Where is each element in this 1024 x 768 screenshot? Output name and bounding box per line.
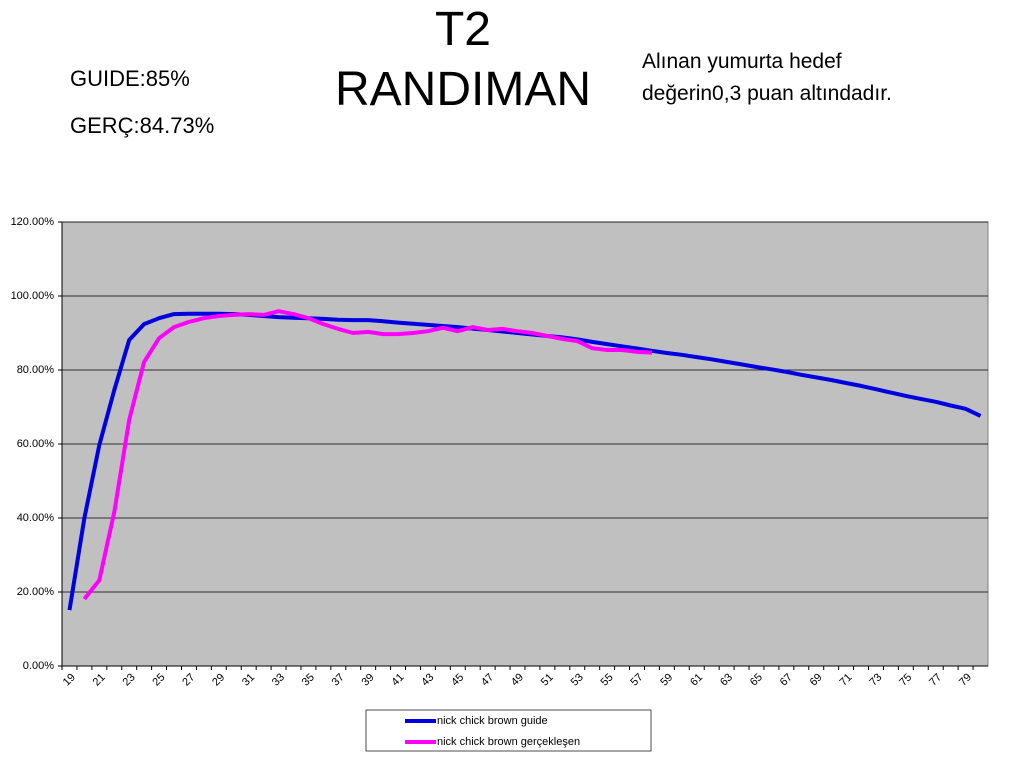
y-tick-label: 40.00% bbox=[17, 512, 55, 524]
x-tick-label: 57 bbox=[628, 671, 645, 688]
x-tick-label: 63 bbox=[718, 671, 735, 688]
x-tick-label: 51 bbox=[539, 671, 556, 688]
x-tick-label: 67 bbox=[778, 671, 795, 688]
x-tick-label: 49 bbox=[509, 671, 526, 688]
x-tick-label: 27 bbox=[180, 671, 197, 688]
x-tick-label: 39 bbox=[360, 671, 377, 688]
x-tick-label: 31 bbox=[240, 671, 257, 688]
x-tick-label: 61 bbox=[688, 671, 705, 688]
actual-note: GERÇ:84.73% bbox=[70, 113, 215, 138]
legend-label: nick chick brown guide bbox=[437, 715, 548, 727]
x-tick-label: 19 bbox=[61, 671, 78, 688]
legend-label: nick chick brown gerçekleşen bbox=[437, 736, 580, 748]
y-tick-label: 120.00% bbox=[11, 216, 55, 228]
x-tick-label: 35 bbox=[300, 671, 317, 688]
y-tick-label: 0.00% bbox=[23, 660, 54, 672]
x-tick-label: 59 bbox=[658, 671, 675, 688]
guide-note: GUIDE:85% bbox=[70, 66, 190, 91]
y-tick-label: 80.00% bbox=[17, 364, 55, 376]
x-tick-label: 55 bbox=[599, 671, 616, 688]
series-line bbox=[82, 309, 653, 601]
x-tick-label: 29 bbox=[210, 671, 227, 688]
y-tick-label: 20.00% bbox=[17, 586, 55, 598]
x-tick-label: 71 bbox=[837, 671, 854, 688]
x-tick-label: 77 bbox=[927, 671, 944, 688]
x-tick-label: 53 bbox=[569, 671, 586, 688]
x-tick-label: 21 bbox=[91, 671, 108, 688]
x-tick-label: 45 bbox=[449, 671, 466, 688]
x-tick-label: 25 bbox=[150, 671, 167, 688]
comment-note: Alınan yumurta hedef değerin0,3 puan alt… bbox=[642, 50, 892, 105]
legend-box bbox=[365, 709, 652, 752]
x-tick-label: 37 bbox=[330, 671, 347, 688]
x-tick-label: 79 bbox=[957, 671, 974, 688]
x-tick-label: 23 bbox=[121, 671, 138, 688]
x-tick-label: 75 bbox=[897, 671, 914, 688]
x-tick-label: 73 bbox=[867, 671, 884, 688]
x-tick-label: 47 bbox=[479, 671, 496, 688]
y-tick-label: 100.00% bbox=[11, 290, 55, 302]
x-tick-label: 33 bbox=[270, 671, 287, 688]
x-tick-label: 43 bbox=[419, 671, 436, 688]
x-tick-label: 65 bbox=[748, 671, 765, 688]
y-tick-label: 60.00% bbox=[17, 438, 55, 450]
slide-title: T2 RANDIMAN bbox=[334, 3, 591, 116]
x-tick-label: 69 bbox=[808, 671, 825, 688]
x-tick-label: 41 bbox=[389, 671, 406, 688]
